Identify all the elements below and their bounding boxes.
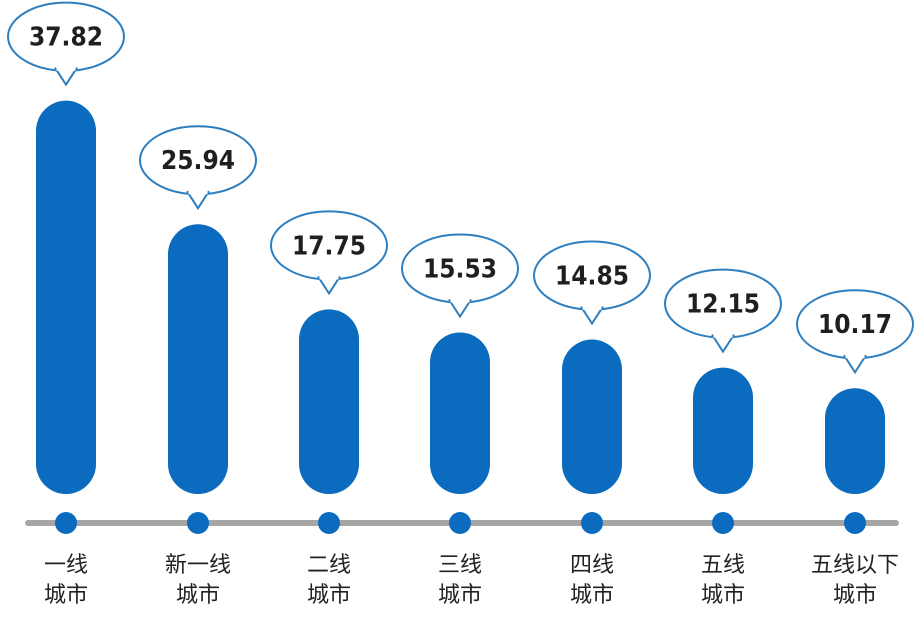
value-bubble-tail [580, 306, 604, 326]
data-label: 37.82 [29, 23, 103, 53]
value-bubble-tail-mask [450, 297, 470, 303]
value-bubble-tail-mask [56, 65, 76, 71]
bar [36, 100, 96, 494]
bar [299, 309, 359, 494]
axis-dot [55, 512, 77, 534]
category-label: 城市 [438, 583, 482, 608]
category-label: 城市 [44, 583, 88, 608]
axis-dot [581, 512, 603, 534]
category-label: 五线以下 [811, 553, 899, 578]
category-label: 城市 [570, 583, 614, 608]
category-label: 三线 [438, 553, 482, 578]
category-label: 二线 [307, 553, 351, 578]
bar [562, 339, 622, 494]
category-label: 城市 [833, 583, 877, 608]
category-label: 四线 [570, 553, 614, 578]
category-label: 城市 [176, 583, 220, 608]
data-label: 15.53 [423, 254, 497, 284]
data-label: 17.75 [292, 231, 366, 261]
category-label: 城市 [307, 583, 351, 608]
data-label: 14.85 [555, 262, 629, 292]
category-label: 五线 [701, 553, 745, 578]
axis-dot [844, 512, 866, 534]
axis-dot [449, 512, 471, 534]
value-bubble-tail [186, 190, 210, 211]
bar [825, 388, 885, 494]
value-bubble-tail-mask [845, 353, 865, 359]
bar [430, 332, 490, 494]
value-bubble-tail-mask [319, 274, 339, 280]
data-label: 25.94 [161, 146, 235, 176]
value-bubble-tail [843, 354, 867, 375]
value-bubble-tail-mask [188, 189, 208, 195]
category-label: 新一线 [165, 553, 231, 578]
category-label: 城市 [701, 583, 745, 608]
bar [693, 367, 753, 494]
axis-dot [187, 512, 209, 534]
value-bubble-tail [54, 67, 78, 87]
axis-dot [712, 512, 734, 534]
value-bubble-tail-mask [582, 304, 602, 310]
bar [168, 224, 228, 494]
value-bubble-tail [448, 298, 472, 319]
value-bubble-tail [317, 275, 341, 296]
value-bubble-tail [711, 334, 735, 354]
category-label: 一线 [44, 553, 88, 578]
data-label: 10.17 [818, 310, 892, 340]
axis-dot [318, 512, 340, 534]
value-bubble-tail-mask [713, 332, 733, 338]
data-label: 12.15 [686, 290, 760, 320]
